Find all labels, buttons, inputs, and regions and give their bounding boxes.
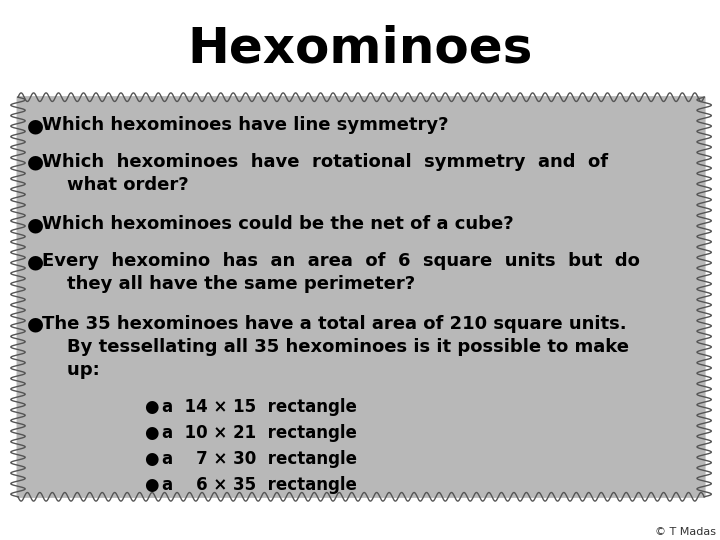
Text: a    7 × 30  rectangle: a 7 × 30 rectangle	[162, 450, 357, 468]
Text: ●: ●	[27, 215, 45, 234]
Text: ●: ●	[144, 424, 158, 442]
Text: ●: ●	[144, 398, 158, 416]
Text: ●: ●	[27, 315, 45, 334]
Text: a    6 × 35  rectangle: a 6 × 35 rectangle	[162, 476, 357, 494]
Text: ●: ●	[27, 153, 45, 172]
Text: Which hexominoes have line symmetry?: Which hexominoes have line symmetry?	[42, 116, 449, 134]
Text: Hexominoes: Hexominoes	[187, 25, 533, 72]
Text: ●: ●	[144, 476, 158, 494]
Text: a  14 × 15  rectangle: a 14 × 15 rectangle	[162, 398, 357, 416]
Text: ●: ●	[27, 252, 45, 271]
Text: ●: ●	[27, 116, 45, 135]
Text: a  10 × 21  rectangle: a 10 × 21 rectangle	[162, 424, 357, 442]
Text: ●: ●	[144, 450, 158, 468]
Text: Which hexominoes could be the net of a cube?: Which hexominoes could be the net of a c…	[42, 215, 513, 233]
Text: © T Madas: © T Madas	[655, 527, 716, 537]
Text: Which  hexominoes  have  rotational  symmetry  and  of
    what order?: Which hexominoes have rotational symmetr…	[42, 153, 608, 194]
Text: The 35 hexominoes have a total area of 210 square units.
    By tessellating all: The 35 hexominoes have a total area of 2…	[42, 315, 629, 379]
FancyBboxPatch shape	[17, 96, 706, 498]
Text: Every  hexomino  has  an  area  of  6  square  units  but  do
    they all have : Every hexomino has an area of 6 square u…	[42, 252, 639, 293]
